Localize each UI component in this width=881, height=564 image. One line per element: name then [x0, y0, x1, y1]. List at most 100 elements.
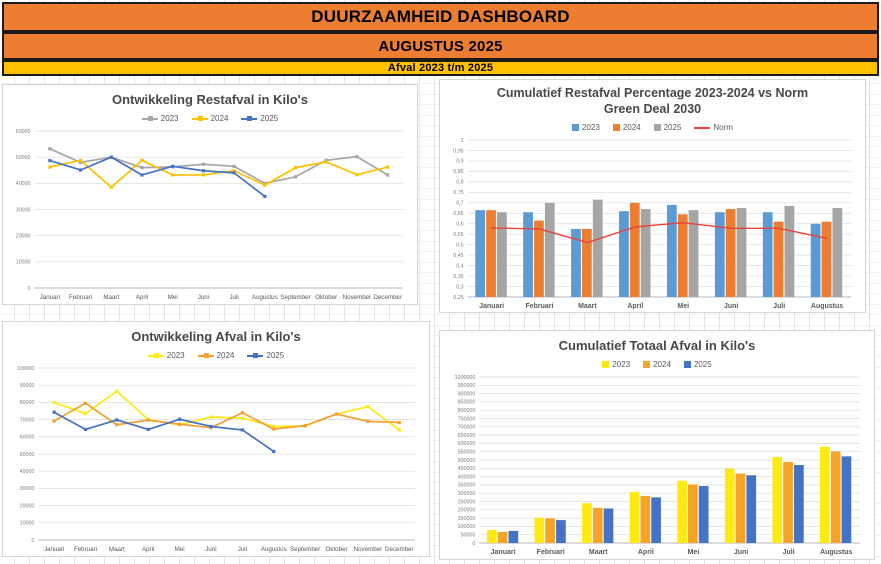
svg-text:350000: 350000	[458, 483, 476, 489]
svg-text:Juli: Juli	[773, 303, 785, 310]
x-axis-labels: Januari Februari Maart April Mei Juni Juli Augu…	[44, 546, 414, 553]
dashboard-band: Afval 2023 t/m 2025	[2, 60, 879, 76]
svg-text:Juli: Juli	[238, 546, 247, 553]
chart-title: Cumulatief Totaal Afval in Kilo's	[558, 338, 756, 353]
svg-text:50000: 50000	[20, 452, 35, 458]
legend-item-2024: 2024	[643, 360, 671, 369]
series-2025	[48, 155, 267, 198]
legend-item-2024: 2024	[197, 351, 234, 360]
svg-text:20000: 20000	[16, 233, 31, 239]
series-2025	[508, 456, 852, 543]
svg-text:1: 1	[461, 137, 464, 143]
legend-label: 2025	[260, 114, 279, 124]
svg-text:Oktober: Oktober	[326, 546, 348, 553]
svg-text:90000: 90000	[20, 383, 35, 389]
svg-text:250000: 250000	[458, 499, 476, 505]
legend-item-2023: 2023	[572, 123, 600, 132]
svg-text:400000: 400000	[458, 474, 476, 480]
x-axis-labels: Januari Februari Maart April Mei Juni Juli Augu…	[479, 303, 843, 310]
series-2023	[52, 389, 401, 432]
chart-legend: 2023 2024 2025 Norm	[440, 122, 865, 134]
svg-text:0,7: 0,7	[456, 200, 463, 206]
series-2024	[48, 158, 390, 189]
legend-item-2025: 2025	[247, 351, 284, 360]
svg-text:Juni: Juni	[724, 303, 738, 310]
dashboard-subtitle: AUGUSTUS 2025	[2, 32, 879, 60]
y-gridlines: 0 10000 20000 30000 40000 50000 60000	[16, 129, 403, 292]
svg-text:10000: 10000	[20, 520, 35, 526]
dashboard-title-text: DUURZAAMHEID DASHBOARD	[311, 7, 570, 26]
svg-text:Mei: Mei	[175, 546, 185, 553]
legend-swatch-2023	[572, 124, 580, 131]
svg-text:0,75: 0,75	[453, 190, 463, 196]
legend-item-2025: 2025	[241, 114, 278, 123]
svg-text:60000: 60000	[16, 129, 31, 135]
svg-text:November: November	[343, 294, 372, 301]
legend-item-2025: 2025	[653, 123, 681, 132]
svg-text:30000: 30000	[16, 207, 31, 213]
x-axis-labels: Januari Februari Maart April Mei Juni Juli Augu…	[491, 549, 853, 556]
svg-text:Januari: Januari	[479, 303, 504, 310]
chart-plot-area: 0 50000 100000 150000 200000 250000 300000 3500…	[442, 372, 872, 558]
chart-cumulatief-totaal-afval[interactable]: Cumulatief Totaal Afval in Kilo's 2023 20…	[439, 330, 875, 560]
legend-swatch-2024	[191, 116, 208, 122]
legend-label: Norm	[713, 123, 733, 132]
svg-text:April: April	[627, 303, 643, 310]
svg-text:Januari: Januari	[44, 546, 64, 553]
chart-plot-area: 0 10000 20000 30000 40000 50000 60000 Januari Fe…	[5, 126, 415, 303]
svg-text:Juli: Juli	[783, 549, 795, 556]
svg-text:0,65: 0,65	[453, 211, 463, 217]
svg-text:60000: 60000	[20, 434, 35, 440]
legend-label: 2023	[612, 360, 631, 370]
legend-swatch-2024	[643, 361, 651, 369]
svg-text:40000: 40000	[16, 181, 31, 187]
chart-ontwikkeling-restafval[interactable]: Ontwikkeling Restafval in Kilo's 2023 202…	[2, 84, 418, 305]
chart-title: Ontwikkeling Restafval in Kilo's	[112, 92, 308, 107]
svg-text:0,35: 0,35	[453, 273, 463, 279]
svg-text:Februari: Februari	[69, 294, 92, 301]
legend-item-2023: 2023	[602, 360, 630, 369]
chart-cumulatief-restafval-percentage[interactable]: Cumulatief Restafval Percentage 2023-202…	[439, 79, 866, 313]
svg-text:450000: 450000	[458, 466, 476, 472]
legend-swatch-2023	[602, 361, 610, 369]
legend-swatch-2023	[147, 353, 164, 359]
svg-text:Januari: Januari	[491, 549, 516, 556]
svg-text:40000: 40000	[20, 469, 35, 475]
svg-text:April: April	[136, 294, 148, 301]
svg-text:0,25: 0,25	[453, 294, 463, 300]
svg-text:0,9: 0,9	[456, 158, 463, 164]
chart-ontwikkeling-afval[interactable]: Ontwikkeling Afval in Kilo's 2023 2024 202…	[2, 321, 430, 557]
legend-label: 2024	[622, 123, 641, 132]
svg-text:December: December	[373, 294, 402, 301]
svg-text:Maart: Maart	[589, 549, 608, 556]
legend-swatch-2025	[653, 124, 661, 131]
svg-text:Februari: Februari	[537, 549, 565, 556]
svg-text:Augustus: Augustus	[820, 549, 852, 556]
series-2024	[486, 202, 832, 297]
series-2023	[475, 204, 821, 297]
y-gridlines: 0 10000 20000 30000 40000 50000 60000 70000 8000…	[17, 366, 415, 544]
svg-text:20000: 20000	[20, 503, 35, 509]
svg-text:30000: 30000	[20, 486, 35, 492]
svg-text:Februari: Februari	[74, 546, 97, 553]
svg-text:0: 0	[472, 541, 475, 547]
chart-canvas-ontwikkeling-afval: 0 10000 20000 30000 40000 50000 60000 70000 8000…	[17, 366, 415, 553]
svg-text:Juli: Juli	[229, 294, 238, 301]
legend-swatch-2025	[241, 116, 258, 122]
svg-text:0,3: 0,3	[456, 284, 463, 290]
svg-text:Mei: Mei	[168, 294, 178, 301]
svg-text:Januari: Januari	[40, 294, 60, 301]
svg-text:70000: 70000	[20, 417, 35, 423]
svg-text:300000: 300000	[458, 491, 476, 497]
legend-label: 2024	[210, 114, 229, 124]
chart-canvas-cumulatief-totaal-afval: 0 50000 100000 150000 200000 250000 300000 3500…	[455, 375, 860, 556]
svg-text:Mei: Mei	[677, 303, 689, 310]
svg-text:50000: 50000	[16, 155, 31, 161]
svg-text:September: September	[280, 294, 310, 301]
legend-label: 2025	[693, 360, 712, 370]
svg-text:November: November	[354, 546, 383, 553]
series-2024	[497, 451, 841, 543]
svg-text:September: September	[290, 546, 320, 553]
svg-text:Augustus: Augustus	[252, 294, 278, 301]
